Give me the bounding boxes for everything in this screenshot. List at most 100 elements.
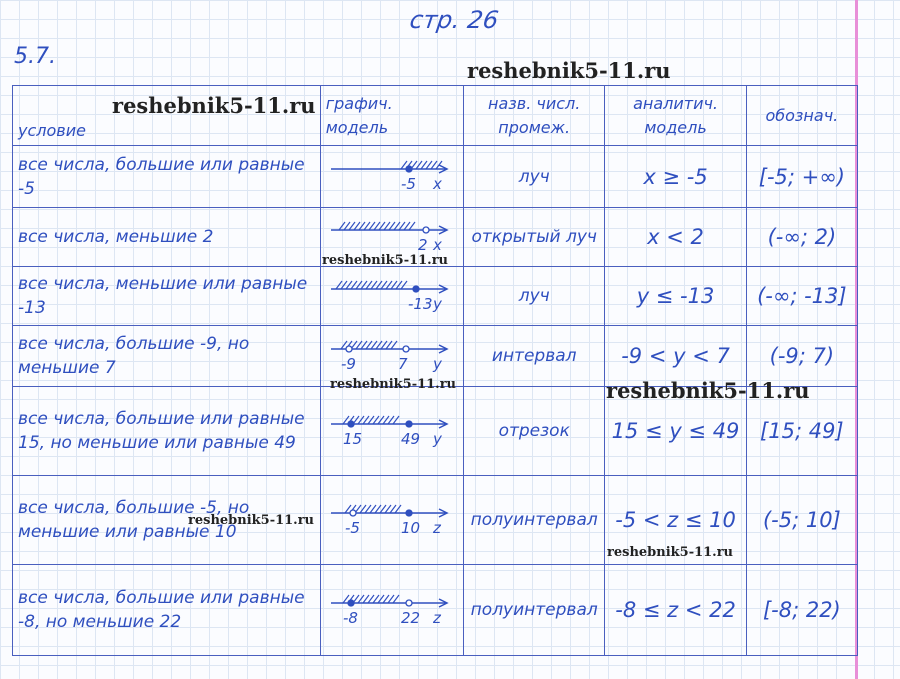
table-row: все числа, большие -9, но меньшие 7 -9 7 y и… [12, 325, 859, 387]
hatch-mark [388, 221, 396, 231]
table-row: все числа, меньшие 2 2 x открытый луч x < 2(… [12, 207, 859, 267]
hatch-mark [382, 415, 390, 425]
hatch-mark [360, 340, 368, 350]
notation-cell: [-5; +∞) [745, 145, 859, 208]
exercise-number: 5.7. [14, 44, 56, 69]
table-row: все числа, большие или равные -8, но мен… [12, 564, 859, 656]
closed-point [347, 420, 355, 428]
point-label: -9 [341, 355, 356, 373]
hatch-mark [355, 340, 363, 350]
graph-cell: -13 y [319, 266, 465, 326]
variable-label: y [432, 355, 443, 373]
graph-cell: -5 x [319, 145, 465, 208]
notation-cell: (-∞; -13] [745, 266, 859, 326]
open-point [422, 226, 430, 234]
analytic-cell: x < 2 [604, 207, 747, 267]
hatch-mark [358, 221, 366, 231]
hatch-mark [370, 340, 378, 350]
notation-cell: [-8; 22) [745, 564, 859, 656]
closed-point [405, 420, 413, 428]
hatch-mark [390, 280, 398, 290]
hatch-mark [392, 415, 400, 425]
hatch-mark [375, 340, 383, 350]
graph-cell: -8 22 z [319, 564, 465, 656]
hatch-mark [350, 280, 358, 290]
hatch-mark [360, 280, 368, 290]
watermark: reshebnik5-11.ru [606, 378, 810, 403]
number-line: -13 y [330, 280, 449, 313]
analytic-cell: y ≤ -13 [604, 266, 747, 326]
hatch-mark [384, 504, 392, 514]
watermark: reshebnik5-11.ru [607, 545, 734, 560]
arrow-icon [438, 225, 449, 235]
header-row: условие графич. модель назв. числ. проме… [12, 85, 859, 146]
hatch-mark [365, 280, 373, 290]
condition-cell: все числа, меньшие 2 [12, 207, 321, 267]
hatch-mark [370, 280, 378, 290]
number-line: -5 x [330, 160, 449, 193]
hatch-mark [355, 280, 363, 290]
graph-cell: -9 7 y [319, 325, 465, 387]
table-row: все числа, большие или равные -5 -5 x луч x … [12, 145, 859, 208]
open-point [402, 345, 410, 353]
graph-cell: 15 49 y [319, 386, 465, 476]
page-number: стр. 26 [408, 6, 501, 34]
variable-label: y [432, 295, 443, 313]
hatch-mark [395, 280, 403, 290]
point-label: -8 [343, 609, 358, 627]
hatch-mark [378, 221, 386, 231]
hatch-mark [373, 221, 381, 231]
header-analytic: аналитич. модель [604, 85, 747, 146]
interval-name-cell: полуинтервал [463, 564, 606, 656]
hatch-mark [393, 221, 401, 231]
closed-point [412, 285, 420, 293]
condition-cell: все числа, большие или равные -8, но мен… [12, 564, 321, 656]
analytic-cell: -5 < z ≤ 10 [604, 475, 747, 565]
hatch-mark [403, 221, 411, 231]
hatch-mark [372, 594, 380, 604]
hatch-mark [379, 504, 387, 514]
point-label: 15 [343, 430, 362, 448]
hatch-mark [415, 160, 423, 170]
variable-label: y [432, 430, 443, 448]
hatch-mark [342, 415, 350, 425]
watermark: reshebnik5-11.ru [112, 93, 316, 118]
hatch-mark [398, 221, 406, 231]
hatch-mark [364, 504, 372, 514]
interval-name-cell: полуинтервал [463, 475, 606, 565]
hatch-mark [377, 594, 385, 604]
point-label: 22 [401, 609, 420, 627]
interval-name-cell: открытый луч [463, 207, 606, 267]
point-label: 10 [401, 519, 420, 537]
condition-cell: все числа, большие -5, но меньшие или ра… [12, 475, 321, 565]
watermark: reshebnik5-11.ru [322, 253, 449, 268]
arrow-icon [438, 284, 449, 294]
point-label: 49 [401, 430, 420, 448]
arrow-icon [438, 508, 449, 518]
hatch-mark [338, 221, 346, 231]
number-line: -8 22 z [330, 594, 449, 627]
number-line: -9 7 y [330, 340, 449, 373]
arrow-icon [438, 164, 449, 174]
number-line: 15 49 y [330, 415, 449, 448]
point-label: -5 [345, 519, 360, 537]
point-label: -13 [408, 295, 433, 313]
variable-label: x [432, 175, 442, 193]
hatch-mark [363, 221, 371, 231]
variable-label: x [432, 236, 442, 254]
open-point [349, 509, 357, 517]
hatch-mark [392, 594, 400, 604]
closed-point [405, 165, 413, 173]
table-row: все числа, большие -5, но меньшие или ра… [12, 475, 859, 565]
hatch-mark [365, 340, 373, 350]
hatch-mark [353, 221, 361, 231]
hatch-mark [348, 221, 356, 231]
table-row: все числа, меньшие или равные -13 -13 y луч… [12, 266, 859, 326]
variable-label: z [432, 519, 442, 537]
condition-cell: все числа, большие или равные 15, но мен… [12, 386, 321, 476]
hatch-mark [430, 160, 438, 170]
watermark: reshebnik5-11.ru [188, 513, 315, 528]
arrow-icon [438, 419, 449, 429]
hatch-mark [344, 504, 352, 514]
